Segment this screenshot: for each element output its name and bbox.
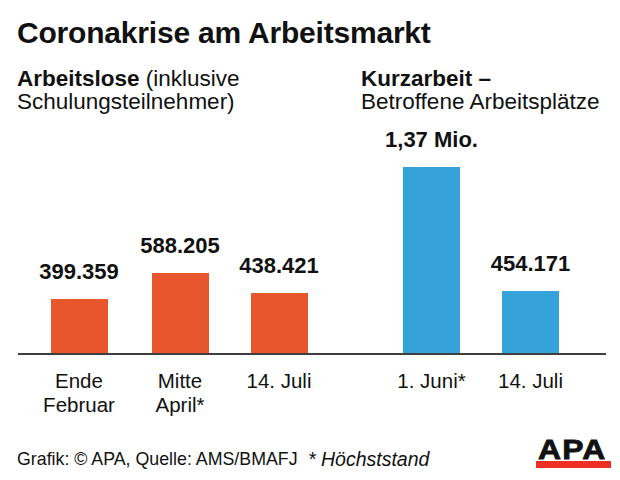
bar-Ende-Februar xyxy=(51,299,108,353)
left-subtitle-rest: (inklusive xyxy=(140,66,240,91)
x-axis-line xyxy=(18,353,606,356)
value-label: 438.421 xyxy=(199,254,359,278)
value-label: 1,37 Mio. xyxy=(352,128,512,152)
left-subtitle-bold: Arbeitslose xyxy=(17,66,140,91)
left-subtitle-line2: Schulungsteilnehmer) xyxy=(17,89,235,114)
category-label: 14. Juli xyxy=(199,369,359,393)
right-subtitle-bold: Kurzarbeit – xyxy=(361,66,491,91)
value-label: 399.359 xyxy=(0,260,159,284)
footnote-hoechststand: * Höchststand xyxy=(308,447,429,471)
apa-logo-red-bar xyxy=(536,461,611,469)
bar-14. Juli xyxy=(502,291,559,353)
value-label: 454.171 xyxy=(451,252,611,276)
infographic: Coronakrise am Arbeitsmarkt Arbeitslose … xyxy=(0,0,620,480)
source-credit: Grafik: © APA, Quelle: AMS/BMAFJ xyxy=(17,447,298,471)
right-group-subtitle: Kurzarbeit –Betroffene Arbeitsplätze xyxy=(361,67,600,113)
right-subtitle-line2: Betroffene Arbeitsplätze xyxy=(361,89,600,114)
chart-title: Coronakrise am Arbeitsmarkt xyxy=(17,17,431,49)
bar-14. Juli xyxy=(251,293,308,353)
bar-Mitte-April* xyxy=(152,273,209,353)
category-label: 14. Juli xyxy=(451,369,611,393)
left-group-subtitle: Arbeitslose (inklusiveSchulungsteilnehme… xyxy=(17,67,240,113)
